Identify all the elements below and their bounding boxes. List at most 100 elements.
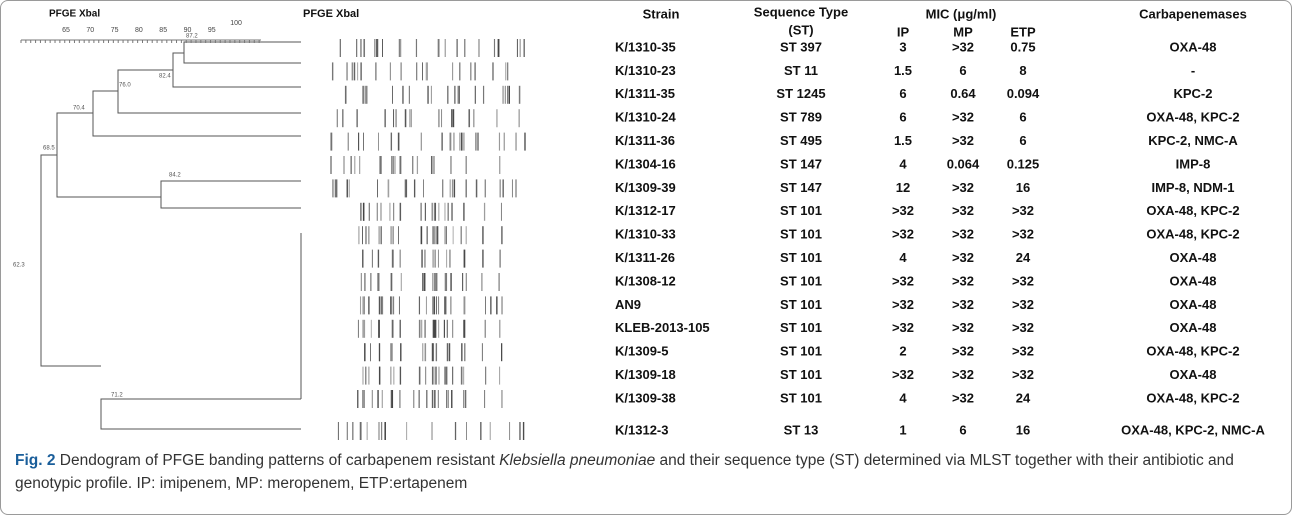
header-ip: IP [897, 24, 910, 39]
cell-mp: >32 [952, 110, 974, 125]
cell-sequence-type: ST 495 [780, 133, 822, 148]
cell-mp: >32 [952, 273, 974, 288]
cell-sequence-type: ST 101 [780, 273, 822, 288]
cell-etp: 16 [1016, 422, 1030, 437]
cell-etp: >32 [1012, 320, 1034, 335]
cell-carbapenemase: KPC-2, NMC-A [1148, 133, 1238, 148]
cell-strain: K/1308-12 [615, 273, 676, 288]
cell-mp: >32 [952, 250, 974, 265]
cell-etp: >32 [1012, 344, 1034, 359]
cell-strain: KLEB-2013-105 [615, 320, 710, 335]
scale-tick-label: 75 [111, 27, 119, 34]
cell-sequence-type: ST 101 [780, 297, 822, 312]
cell-mp: >32 [952, 39, 974, 54]
cell-sequence-type: ST 101 [780, 203, 822, 218]
cell-mp: 6 [959, 63, 966, 78]
caption-text: Dendogram of PFGE banding patterns of ca… [60, 452, 499, 469]
node-label: 87.2 [186, 34, 198, 40]
cell-ip: 12 [896, 180, 910, 195]
cell-carbapenemase: IMP-8 [1176, 156, 1211, 171]
cell-strain: K/1312-3 [615, 422, 668, 437]
cell-sequence-type: ST 11 [784, 63, 818, 78]
cell-carbapenemase: OXA-48 [1170, 39, 1217, 54]
node-label: 84.2 [169, 173, 181, 179]
cell-carbapenemase: OXA-48 [1170, 273, 1217, 288]
cell-carbapenemase: - [1191, 63, 1195, 78]
header-st: Sequence Type [754, 4, 848, 19]
cell-strain: K/1311-36 [615, 133, 675, 148]
cell-carbapenemase: OXA-48, KPC-2 [1146, 110, 1239, 125]
cell-carbapenemase: OXA-48 [1170, 367, 1217, 382]
header-mic: MIC (μg/ml) [926, 6, 997, 21]
cell-strain: K/1310-35 [615, 39, 676, 54]
cell-sequence-type: ST 397 [780, 39, 822, 54]
cell-ip: 1.5 [894, 63, 912, 78]
cell-mp: 0.64 [950, 86, 976, 101]
node-label: 82.4 [159, 74, 171, 80]
cell-sequence-type: ST 147 [780, 180, 822, 195]
cell-ip: 6 [899, 86, 906, 101]
header-etp: ETP [1010, 24, 1036, 39]
cell-sequence-type: ST 101 [780, 250, 822, 265]
caption: Fig. 2 Dendogram of PFGE banding pattern… [15, 449, 1275, 495]
scale-tick-label: 85 [159, 27, 167, 34]
cell-strain: K/1304-16 [615, 156, 676, 171]
cell-strain: K/1310-24 [615, 110, 676, 125]
cell-mp: >32 [952, 297, 974, 312]
cell-strain: K/1310-33 [615, 227, 676, 242]
cell-etp: 0.75 [1010, 39, 1035, 54]
dendrogram-tree [41, 42, 301, 429]
cell-mp: >32 [952, 320, 974, 335]
cell-etp: >32 [1012, 297, 1034, 312]
figure-panel: PFGE Xbal PFGE Xbal Strain Sequence Type… [0, 0, 1292, 515]
cell-ip: >32 [892, 273, 914, 288]
scale-tick-label: 65 [62, 27, 70, 34]
cell-etp: 0.094 [1007, 86, 1040, 101]
header-strain: Strain [643, 6, 680, 21]
cell-carbapenemase: KPC-2 [1173, 86, 1212, 101]
cell-strain: K/1309-18 [615, 367, 676, 382]
cell-etp: >32 [1012, 367, 1034, 382]
cell-mp: >32 [952, 367, 974, 382]
cell-ip: 3 [899, 39, 906, 54]
cell-strain: K/1310-23 [615, 63, 676, 78]
node-label: 71.2 [111, 393, 123, 399]
cell-strain: K/1309-39 [615, 180, 676, 195]
cell-strain: K/1309-38 [615, 390, 676, 405]
cell-ip: >32 [892, 297, 914, 312]
cell-mp: >32 [952, 180, 974, 195]
figure: PFGE Xbal PFGE Xbal Strain Sequence Type… [1, 1, 1291, 446]
cell-strain: K/1311-35 [615, 86, 675, 101]
cell-ip: 1 [899, 422, 906, 437]
cell-ip: 6 [899, 110, 906, 125]
cell-mp: >32 [952, 390, 974, 405]
cell-sequence-type: ST 147 [780, 156, 822, 171]
cell-ip: >32 [892, 227, 914, 242]
bands-title: PFGE Xbal [303, 8, 359, 20]
cell-carbapenemase: OXA-48 [1170, 320, 1217, 335]
cell-ip: >32 [892, 367, 914, 382]
cell-carbapenemase: OXA-48, KPC-2 [1146, 227, 1239, 242]
cell-carbapenemase: IMP-8, NDM-1 [1151, 180, 1234, 195]
cell-etp: 6 [1019, 133, 1026, 148]
cell-sequence-type: ST 101 [780, 320, 822, 335]
node-label: 62.3 [13, 263, 25, 269]
cell-carbapenemase: OXA-48, KPC-2 [1146, 390, 1239, 405]
cell-sequence-type: ST 101 [780, 227, 822, 242]
scale-tick-label: 100 [230, 20, 242, 27]
scale-tick-label: 80 [135, 27, 143, 34]
cell-etp: 24 [1016, 390, 1031, 405]
cell-sequence-type: ST 1245 [776, 86, 825, 101]
cell-mp: >32 [952, 133, 974, 148]
cell-etp: >32 [1012, 273, 1034, 288]
cell-mp: >32 [952, 227, 974, 242]
cell-sequence-type: ST 13 [784, 422, 819, 437]
cell-ip: >32 [892, 320, 914, 335]
cell-mp: 0.064 [947, 156, 980, 171]
cell-carbapenemase: OXA-48, KPC-2 [1146, 203, 1239, 218]
cell-mp: >32 [952, 344, 974, 359]
cell-sequence-type: ST 101 [780, 367, 822, 382]
cell-strain: K/1312-17 [615, 203, 676, 218]
cell-etp: 0.125 [1007, 156, 1040, 171]
cell-etp: 16 [1016, 180, 1030, 195]
